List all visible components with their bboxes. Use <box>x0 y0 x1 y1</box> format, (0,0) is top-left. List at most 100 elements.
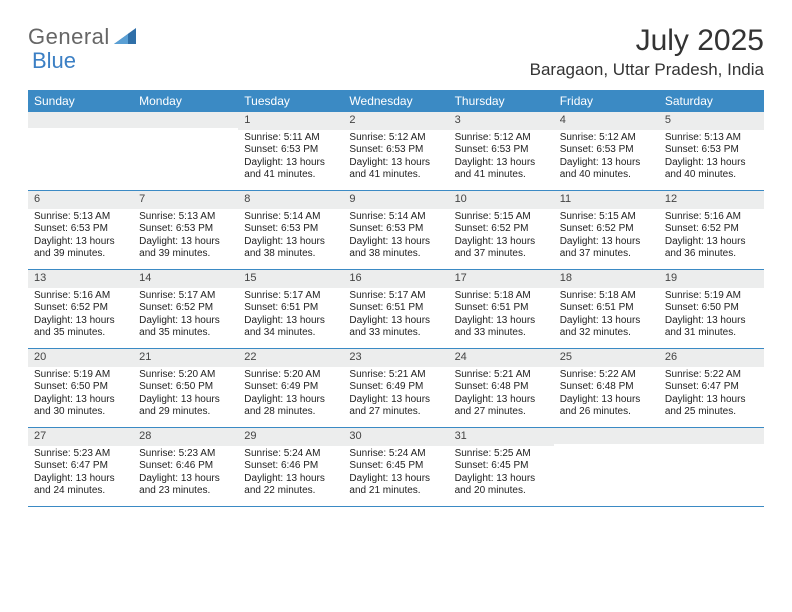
sunrise-text: Sunrise: 5:19 AM <box>665 290 758 303</box>
sunset-text: Sunset: 6:46 PM <box>244 460 337 473</box>
sunrise-text: Sunrise: 5:18 AM <box>560 290 653 303</box>
day-details: Sunrise: 5:18 AMSunset: 6:51 PMDaylight:… <box>449 288 554 344</box>
day-cell: 13Sunrise: 5:16 AMSunset: 6:52 PMDayligh… <box>28 270 133 348</box>
day-number: 15 <box>238 270 343 288</box>
day-details: Sunrise: 5:22 AMSunset: 6:48 PMDaylight:… <box>554 367 659 423</box>
day-details: Sunrise: 5:16 AMSunset: 6:52 PMDaylight:… <box>659 209 764 265</box>
day-cell: 4Sunrise: 5:12 AMSunset: 6:53 PMDaylight… <box>554 112 659 190</box>
day-number: 25 <box>554 349 659 367</box>
daylight-text: Daylight: 13 hours and 34 minutes. <box>244 315 337 340</box>
sunrise-text: Sunrise: 5:22 AM <box>665 369 758 382</box>
sunset-text: Sunset: 6:50 PM <box>139 381 232 394</box>
logo: General <box>28 24 138 50</box>
day-number: 11 <box>554 191 659 209</box>
day-details: Sunrise: 5:20 AMSunset: 6:49 PMDaylight:… <box>238 367 343 423</box>
dayname-sun: Sunday <box>28 90 133 112</box>
day-details <box>659 444 764 450</box>
sunset-text: Sunset: 6:53 PM <box>665 144 758 157</box>
day-details: Sunrise: 5:14 AMSunset: 6:53 PMDaylight:… <box>238 209 343 265</box>
day-details: Sunrise: 5:17 AMSunset: 6:51 PMDaylight:… <box>343 288 448 344</box>
week-row: 6Sunrise: 5:13 AMSunset: 6:53 PMDaylight… <box>28 191 764 270</box>
day-cell: 23Sunrise: 5:21 AMSunset: 6:49 PMDayligh… <box>343 349 448 427</box>
day-details: Sunrise: 5:21 AMSunset: 6:48 PMDaylight:… <box>449 367 554 423</box>
day-number: 12 <box>659 191 764 209</box>
day-details: Sunrise: 5:15 AMSunset: 6:52 PMDaylight:… <box>449 209 554 265</box>
sunset-text: Sunset: 6:47 PM <box>665 381 758 394</box>
daylight-text: Daylight: 13 hours and 37 minutes. <box>560 236 653 261</box>
day-number: 21 <box>133 349 238 367</box>
day-details: Sunrise: 5:18 AMSunset: 6:51 PMDaylight:… <box>554 288 659 344</box>
day-number: 27 <box>28 428 133 446</box>
sunrise-text: Sunrise: 5:23 AM <box>34 448 127 461</box>
day-number: 29 <box>238 428 343 446</box>
sunset-text: Sunset: 6:53 PM <box>455 144 548 157</box>
sunrise-text: Sunrise: 5:17 AM <box>349 290 442 303</box>
daylight-text: Daylight: 13 hours and 41 minutes. <box>244 157 337 182</box>
dayname-thu: Thursday <box>449 90 554 112</box>
day-number: 8 <box>238 191 343 209</box>
sunset-text: Sunset: 6:53 PM <box>244 144 337 157</box>
sunset-text: Sunset: 6:51 PM <box>455 302 548 315</box>
day-cell: 6Sunrise: 5:13 AMSunset: 6:53 PMDaylight… <box>28 191 133 269</box>
day-cell: 28Sunrise: 5:23 AMSunset: 6:46 PMDayligh… <box>133 428 238 506</box>
day-cell: 2Sunrise: 5:12 AMSunset: 6:53 PMDaylight… <box>343 112 448 190</box>
sunrise-text: Sunrise: 5:15 AM <box>455 211 548 224</box>
day-details: Sunrise: 5:19 AMSunset: 6:50 PMDaylight:… <box>28 367 133 423</box>
sunrise-text: Sunrise: 5:24 AM <box>244 448 337 461</box>
title-block: July 2025 Baragaon, Uttar Pradesh, India <box>530 24 764 80</box>
day-details <box>28 128 133 134</box>
sunset-text: Sunset: 6:51 PM <box>349 302 442 315</box>
sunrise-text: Sunrise: 5:14 AM <box>244 211 337 224</box>
day-details <box>554 444 659 450</box>
daylight-text: Daylight: 13 hours and 21 minutes. <box>349 473 442 498</box>
daylight-text: Daylight: 13 hours and 24 minutes. <box>34 473 127 498</box>
daylight-text: Daylight: 13 hours and 30 minutes. <box>34 394 127 419</box>
sunset-text: Sunset: 6:53 PM <box>139 223 232 236</box>
day-number: 22 <box>238 349 343 367</box>
week-row: 27Sunrise: 5:23 AMSunset: 6:47 PMDayligh… <box>28 428 764 507</box>
calendar-page: General July 2025 Baragaon, Uttar Prades… <box>0 0 792 507</box>
sunrise-text: Sunrise: 5:12 AM <box>455 132 548 145</box>
day-number: 3 <box>449 112 554 130</box>
sunset-text: Sunset: 6:53 PM <box>560 144 653 157</box>
day-details: Sunrise: 5:16 AMSunset: 6:52 PMDaylight:… <box>28 288 133 344</box>
day-number: 9 <box>343 191 448 209</box>
daylight-text: Daylight: 13 hours and 27 minutes. <box>349 394 442 419</box>
sunrise-text: Sunrise: 5:12 AM <box>560 132 653 145</box>
day-number: 13 <box>28 270 133 288</box>
daylight-text: Daylight: 13 hours and 33 minutes. <box>349 315 442 340</box>
daylight-text: Daylight: 13 hours and 23 minutes. <box>139 473 232 498</box>
sunset-text: Sunset: 6:50 PM <box>665 302 758 315</box>
sunrise-text: Sunrise: 5:12 AM <box>349 132 442 145</box>
sunset-text: Sunset: 6:48 PM <box>560 381 653 394</box>
day-details: Sunrise: 5:23 AMSunset: 6:46 PMDaylight:… <box>133 446 238 502</box>
day-number: 26 <box>659 349 764 367</box>
daylight-text: Daylight: 13 hours and 22 minutes. <box>244 473 337 498</box>
daylight-text: Daylight: 13 hours and 41 minutes. <box>455 157 548 182</box>
daylight-text: Daylight: 13 hours and 38 minutes. <box>244 236 337 261</box>
sunset-text: Sunset: 6:53 PM <box>244 223 337 236</box>
sunset-text: Sunset: 6:51 PM <box>244 302 337 315</box>
daylight-text: Daylight: 13 hours and 25 minutes. <box>665 394 758 419</box>
day-cell: 20Sunrise: 5:19 AMSunset: 6:50 PMDayligh… <box>28 349 133 427</box>
dayname-fri: Friday <box>554 90 659 112</box>
day-cell: 31Sunrise: 5:25 AMSunset: 6:45 PMDayligh… <box>449 428 554 506</box>
day-cell: 15Sunrise: 5:17 AMSunset: 6:51 PMDayligh… <box>238 270 343 348</box>
sunrise-text: Sunrise: 5:13 AM <box>665 132 758 145</box>
day-number: 7 <box>133 191 238 209</box>
daylight-text: Daylight: 13 hours and 40 minutes. <box>560 157 653 182</box>
day-number: 30 <box>343 428 448 446</box>
day-number: 28 <box>133 428 238 446</box>
daylight-text: Daylight: 13 hours and 33 minutes. <box>455 315 548 340</box>
day-number: 24 <box>449 349 554 367</box>
daylight-text: Daylight: 13 hours and 26 minutes. <box>560 394 653 419</box>
day-number: 14 <box>133 270 238 288</box>
sunrise-text: Sunrise: 5:25 AM <box>455 448 548 461</box>
day-cell: 27Sunrise: 5:23 AMSunset: 6:47 PMDayligh… <box>28 428 133 506</box>
day-details <box>133 128 238 134</box>
day-cell: 8Sunrise: 5:14 AMSunset: 6:53 PMDaylight… <box>238 191 343 269</box>
sunset-text: Sunset: 6:52 PM <box>665 223 758 236</box>
day-number: 20 <box>28 349 133 367</box>
logo-triangle-icon <box>114 28 136 46</box>
day-cell: 10Sunrise: 5:15 AMSunset: 6:52 PMDayligh… <box>449 191 554 269</box>
